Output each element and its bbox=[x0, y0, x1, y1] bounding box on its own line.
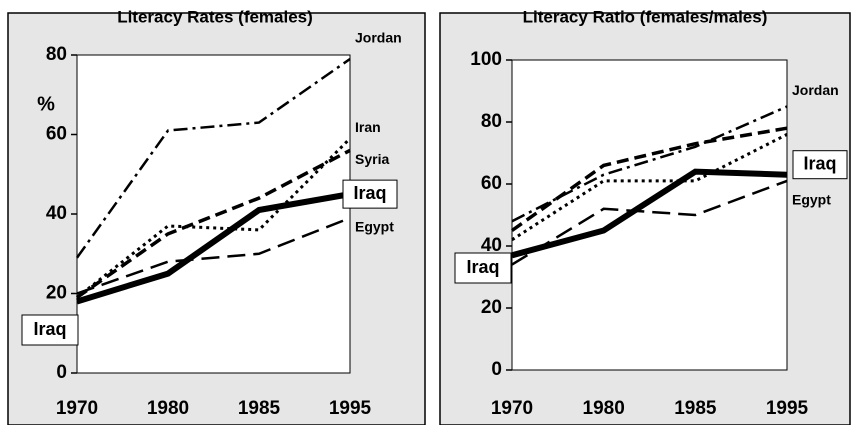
series-label: Iraq bbox=[803, 153, 836, 173]
label-box bbox=[21, 314, 79, 346]
label-box bbox=[342, 179, 398, 209]
line bbox=[511, 105, 788, 223]
series-label: Iraq bbox=[466, 257, 499, 277]
x-tick-label: 1995 bbox=[329, 398, 372, 419]
x-tick-label: 1995 bbox=[766, 398, 809, 419]
series-label: Iraq bbox=[353, 183, 386, 203]
series-label: Jordan bbox=[355, 30, 402, 46]
y-tick-label: 40 bbox=[46, 203, 67, 224]
line bbox=[76, 191, 351, 305]
y-tick-label: 0 bbox=[56, 362, 67, 383]
y-tick-label: 60 bbox=[481, 173, 502, 194]
chart-title: Literacy Ratio (females/males) bbox=[523, 7, 768, 26]
y-tick-label: 80 bbox=[46, 44, 67, 65]
y-axis-label: % bbox=[37, 93, 55, 115]
line bbox=[76, 216, 351, 295]
y-tick-label: 40 bbox=[481, 235, 502, 256]
line bbox=[75, 148, 351, 299]
x-tick-label: 1985 bbox=[238, 398, 281, 419]
line bbox=[75, 57, 351, 259]
y-tick-label: 60 bbox=[46, 124, 67, 145]
y-tick-label: 20 bbox=[46, 283, 67, 304]
line bbox=[76, 137, 352, 299]
line bbox=[511, 168, 788, 259]
series-label: Jordan bbox=[792, 82, 839, 98]
plot-area bbox=[511, 59, 788, 371]
line bbox=[511, 179, 788, 266]
x-tick-label: 1980 bbox=[583, 398, 625, 419]
chart-title: Literacy Rates (females) bbox=[117, 7, 313, 26]
y-tick-label: 80 bbox=[481, 111, 502, 132]
series-label: Iraq bbox=[33, 319, 66, 339]
y-tick-label: 100 bbox=[470, 49, 502, 70]
x-tick-label: 1980 bbox=[147, 398, 189, 419]
series-label: Egypt bbox=[355, 219, 394, 235]
x-tick-label: 1985 bbox=[674, 398, 717, 419]
label-box bbox=[454, 252, 512, 284]
line bbox=[510, 126, 788, 232]
plot-area bbox=[76, 54, 351, 374]
label-box bbox=[792, 150, 848, 180]
x-tick-label: 1970 bbox=[491, 398, 533, 419]
x-tick-label: 1970 bbox=[56, 398, 98, 419]
y-tick-label: 20 bbox=[481, 297, 502, 318]
y-tick-label: 0 bbox=[491, 359, 502, 380]
series-label: Egypt bbox=[792, 192, 831, 208]
line bbox=[511, 133, 788, 242]
series-label: Iran bbox=[355, 119, 381, 135]
series-label: Syria bbox=[355, 151, 389, 167]
